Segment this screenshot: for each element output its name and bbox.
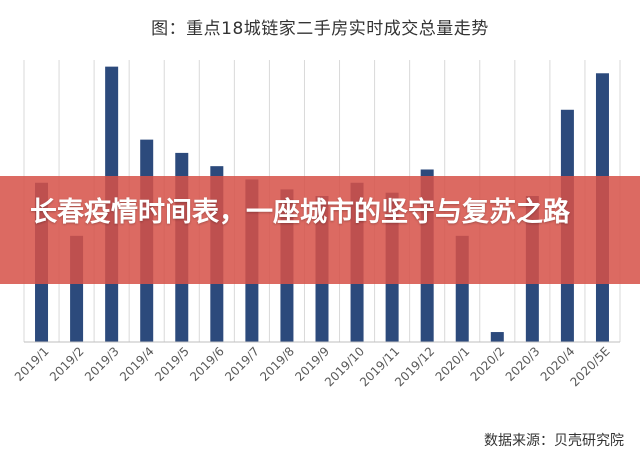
x-tick-label: 2019/5 <box>152 344 192 384</box>
x-tick-label: 2019/7 <box>222 344 262 384</box>
x-tick-label: 2019/6 <box>187 344 227 384</box>
bar-2020/2 <box>490 332 504 342</box>
x-tick-label: 2019/8 <box>257 344 297 384</box>
x-tick-label: 2020/1 <box>433 344 473 384</box>
x-tick-label: 2019/3 <box>82 344 122 384</box>
x-tick-labels: 2019/12019/22019/32019/42019/52019/62019… <box>12 344 613 389</box>
x-tick-label: 2019/2 <box>47 344 87 384</box>
headline-banner <box>0 176 640 284</box>
chart-title: 图：重点18城链家二手房实时成交总量走势 <box>151 19 489 39</box>
headline-text: 长春疫情时间表，一座城市的坚守与复苏之路 <box>30 197 570 228</box>
x-tick-label: 2020/3 <box>503 344 543 384</box>
x-tick-label: 2020/2 <box>468 344 508 384</box>
x-tick-label: 2019/1 <box>12 344 52 384</box>
source-note: 数据来源：贝壳研究院 <box>484 433 624 449</box>
x-tick-label: 2019/4 <box>117 344 157 384</box>
